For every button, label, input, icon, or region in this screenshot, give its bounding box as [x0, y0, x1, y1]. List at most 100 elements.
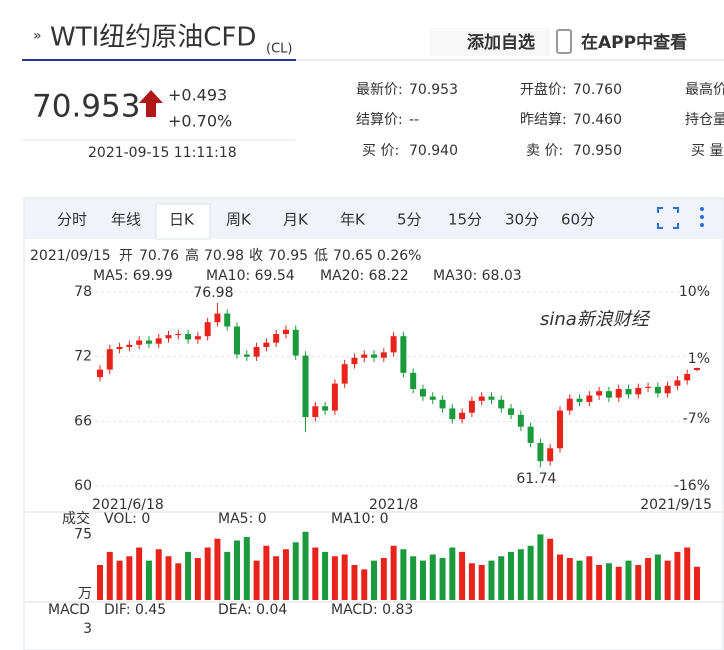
volume-bar — [292, 542, 299, 600]
candle-body — [116, 346, 123, 350]
y-tick-label: 75 — [74, 526, 92, 542]
volume-bar — [204, 547, 211, 600]
volume-bar — [390, 545, 397, 600]
candle-body — [204, 322, 211, 337]
tab[interactable]: 月K — [283, 211, 309, 229]
volume-bar — [97, 565, 103, 600]
candle-body — [508, 408, 515, 415]
candle-body — [214, 313, 221, 323]
code: (CL) — [266, 42, 292, 57]
annotation: 76.98 — [193, 285, 233, 301]
candle-body — [694, 367, 700, 371]
candle-body — [556, 410, 563, 449]
candle-body — [263, 342, 270, 347]
tab[interactable]: 30分 — [505, 211, 539, 229]
volume-bar — [615, 566, 622, 600]
candle-body — [468, 400, 475, 413]
info-open-label: 开 — [119, 248, 133, 264]
tab[interactable]: 60分 — [561, 211, 595, 229]
candle-body — [478, 396, 485, 401]
candle-body — [106, 349, 113, 370]
ma-legend: MA10: 69.54 — [206, 268, 295, 284]
watermark: sina新浪财经 — [540, 309, 651, 330]
y-tick-label: 66 — [74, 413, 92, 429]
tab-bar — [25, 199, 723, 239]
candle-body — [312, 406, 319, 418]
volume-title: 成交 — [62, 510, 90, 527]
phone-icon — [556, 29, 572, 54]
candle-body — [175, 334, 182, 336]
tab[interactable]: 年K — [340, 211, 366, 229]
candle-body — [674, 380, 681, 386]
quote-value: 70.940 — [409, 143, 458, 159]
quote-value: 70.460 — [573, 112, 622, 128]
volume-bar — [400, 549, 407, 600]
active-tab-bg — [155, 203, 211, 240]
info-high: 70.98 — [204, 248, 244, 264]
volume-bar — [478, 565, 485, 600]
expand-icon[interactable] — [657, 207, 679, 229]
candle-body — [449, 408, 456, 420]
y2-tick-label: -7% — [683, 411, 710, 427]
quote-label: 开盘价: — [520, 81, 567, 98]
tab[interactable]: 5分 — [397, 211, 422, 229]
candle-body — [302, 355, 309, 418]
tab[interactable]: 年线 — [111, 211, 141, 229]
add-watch[interactable]: 添加自选 — [467, 32, 535, 53]
info-pct: 0.26% — [377, 248, 421, 264]
y-tick-label: 78 — [74, 284, 92, 300]
tab[interactable]: 分时 — [57, 211, 87, 229]
volume-bar — [224, 551, 231, 600]
volume-bar — [282, 549, 289, 600]
tab[interactable]: 周K — [226, 211, 252, 229]
volume-bar — [175, 563, 182, 600]
volume-bar — [527, 545, 534, 600]
quote-value: 70.953 — [409, 82, 458, 98]
quote-label: 最高价 — [685, 81, 724, 98]
open-app[interactable]: 在APP中查看 — [581, 32, 687, 53]
annotation: 61.74 — [516, 471, 556, 487]
volume-bar — [419, 560, 426, 600]
candle-body — [253, 346, 260, 357]
dot — [700, 207, 704, 211]
candle-body — [517, 414, 524, 427]
volume-bar — [312, 547, 319, 600]
volume-unit: 万 — [78, 586, 92, 602]
info-close: 70.95 — [268, 248, 308, 264]
quote-value: 70.950 — [573, 143, 622, 159]
candle-body — [273, 334, 280, 343]
volume-bar — [341, 554, 348, 600]
candle-body — [341, 364, 348, 384]
volume-bar — [498, 556, 505, 600]
macd-legend: DIF: 0.45 — [104, 602, 166, 618]
candle-body — [586, 395, 593, 402]
candle-body — [371, 354, 378, 358]
candle-body — [615, 389, 622, 398]
volume-bar — [547, 538, 554, 600]
quote-label: 结算价: — [356, 112, 403, 128]
tab[interactable]: 日K — [169, 211, 195, 229]
macd-legend: MACD: 0.83 — [331, 602, 413, 618]
volume-bar — [576, 560, 583, 600]
volume-bar — [605, 563, 612, 600]
volume-bar — [263, 545, 270, 600]
volume-bar — [508, 551, 515, 600]
volume-bar — [243, 537, 250, 600]
candle-body — [664, 385, 671, 394]
volume-bar — [694, 566, 700, 600]
candle-body — [351, 357, 358, 365]
volume-bar — [371, 560, 378, 600]
more-icon[interactable] — [700, 207, 704, 227]
volume-bar — [537, 534, 544, 600]
volume-bar — [116, 560, 123, 600]
add-bg — [430, 28, 550, 56]
tab[interactable]: 15分 — [448, 211, 482, 229]
candle-body — [380, 352, 387, 358]
macd-legend: DEA: 0.04 — [218, 602, 287, 618]
candle-body — [645, 386, 652, 388]
volume-bar — [645, 558, 652, 600]
candle-body — [331, 383, 338, 411]
volume-bar — [331, 556, 338, 600]
candle-body — [498, 399, 505, 409]
volume-bar — [126, 556, 133, 600]
